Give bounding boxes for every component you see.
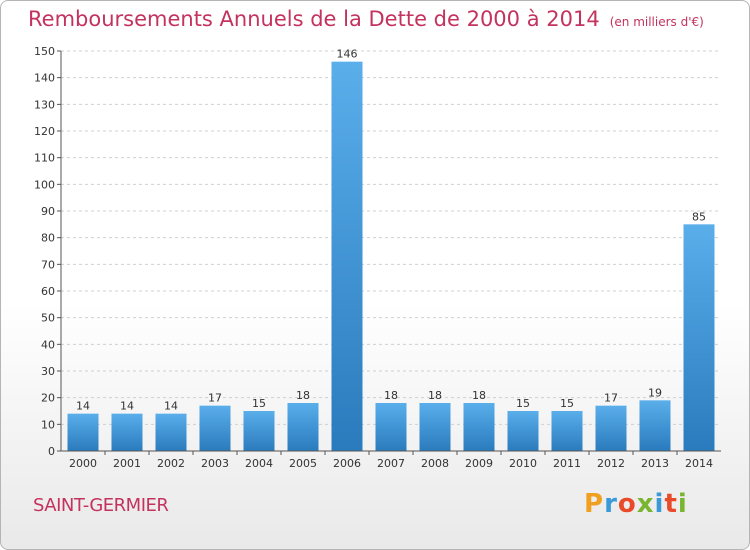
- x-tick-label-2000: 2000: [69, 457, 97, 470]
- value-label-2003: 17: [208, 392, 222, 405]
- x-tick-label-2005: 2005: [289, 457, 317, 470]
- bar-2008: [419, 403, 451, 451]
- value-label-2014: 85: [692, 210, 706, 223]
- bar-2012: [595, 405, 627, 451]
- x-tick-label-2006: 2006: [333, 457, 361, 470]
- value-label-2000: 14: [76, 400, 90, 413]
- bar-2013: [639, 400, 671, 451]
- chart-title-text: Remboursements Annuels de la Dette de 20…: [28, 7, 600, 31]
- value-label-2005: 18: [296, 389, 310, 402]
- bar-2007: [375, 403, 407, 451]
- bar-2003: [199, 405, 231, 451]
- y-tick-label: 30: [41, 365, 55, 378]
- x-tick-label-2004: 2004: [245, 457, 273, 470]
- value-label-2008: 18: [428, 389, 442, 402]
- y-tick-label: 0: [48, 445, 55, 458]
- value-label-2012: 17: [604, 392, 618, 405]
- x-tick-label-2007: 2007: [377, 457, 405, 470]
- y-tick-label: 10: [41, 418, 55, 431]
- y-tick-label: 120: [34, 125, 55, 138]
- value-label-2002: 14: [164, 400, 178, 413]
- bar-2014: [683, 224, 715, 451]
- x-tick-label-2003: 2003: [201, 457, 229, 470]
- y-tick-label: 80: [41, 232, 55, 245]
- chart-unit: (en milliers d'€): [609, 15, 704, 29]
- chart-title: Remboursements Annuels de la Dette de 20…: [28, 7, 704, 31]
- bar-2002: [155, 413, 187, 451]
- value-label-2013: 19: [648, 386, 662, 399]
- x-tick-label-2014: 2014: [685, 457, 713, 470]
- bars: [67, 61, 715, 452]
- x-tick-label-2013: 2013: [641, 457, 669, 470]
- y-axis-ticks: 0 10 20 30 40 50 60 70 80 90 100 110 120 130 140 150: [34, 45, 61, 458]
- y-tick-label: 110: [34, 152, 55, 165]
- value-label-2009: 18: [472, 389, 486, 402]
- x-tick-label-2001: 2001: [113, 457, 141, 470]
- bar-2006: [331, 61, 363, 452]
- commune-name: SAINT-GERMIER: [33, 495, 169, 516]
- y-tick-label: 20: [41, 392, 55, 405]
- value-label-2010: 15: [516, 397, 530, 410]
- value-label-2001: 14: [120, 400, 134, 413]
- x-tick-label-2011: 2011: [553, 457, 581, 470]
- bar-2010: [507, 411, 539, 451]
- x-tick-label-2010: 2010: [509, 457, 537, 470]
- value-label-2007: 18: [384, 389, 398, 402]
- y-tick-label: 60: [41, 285, 55, 298]
- x-tick-label-2008: 2008: [421, 457, 449, 470]
- y-tick-label: 140: [34, 72, 55, 85]
- y-tick-label: 70: [41, 258, 55, 271]
- x-tick-label-2002: 2002: [157, 457, 185, 470]
- bar-2000: [67, 413, 99, 451]
- x-axis-ticks: 2000 2001 2002 2003 2004 2005 2006 2007 2008 2009…: [69, 451, 713, 470]
- value-labels: 14 14 14 17 15 18 146 18 18 18 15 15 17 19 85: [76, 48, 706, 413]
- y-tick-label: 90: [41, 205, 55, 218]
- x-tick-label-2012: 2012: [597, 457, 625, 470]
- bar-2001: [111, 413, 143, 451]
- proxiti-logo[interactable]: Proxiti: [584, 489, 688, 519]
- y-tick-label: 130: [34, 98, 55, 111]
- grid-lines: [61, 50, 721, 425]
- y-tick-label: 150: [34, 45, 55, 58]
- value-label-2011: 15: [560, 397, 574, 410]
- value-label-2006: 146: [337, 48, 358, 61]
- bar-2009: [463, 403, 495, 451]
- bar-2011: [551, 411, 583, 451]
- x-tick-label-2009: 2009: [465, 457, 493, 470]
- bar-2005: [287, 403, 319, 451]
- y-tick-label: 40: [41, 338, 55, 351]
- y-tick-label: 100: [34, 178, 55, 191]
- value-label-2004: 15: [252, 397, 266, 410]
- bar-2004: [243, 411, 275, 451]
- y-tick-label: 50: [41, 312, 55, 325]
